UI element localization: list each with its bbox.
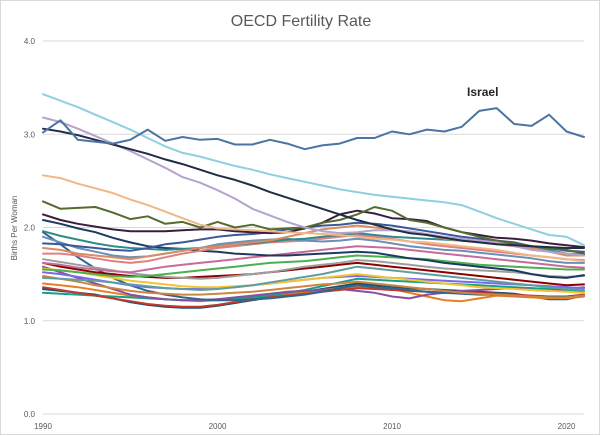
y-tick-label: 1.0	[24, 317, 36, 326]
series-line-series-x	[42, 277, 585, 302]
series-line-series-m	[42, 245, 585, 274]
series-line-series-b	[42, 127, 585, 249]
series-line-series-n	[42, 254, 585, 278]
y-tick-label: 2.0	[24, 224, 36, 233]
series-line-series-k	[42, 234, 585, 264]
annotations: Israel	[467, 85, 498, 99]
series-line-series-a	[42, 93, 585, 247]
series-line-series-d	[42, 174, 585, 263]
series-line-series-j	[42, 235, 585, 264]
series-line-series-w	[42, 265, 585, 302]
series-lines	[42, 93, 585, 309]
series-line-series-e	[42, 200, 585, 255]
series-line-series-q	[42, 265, 585, 291]
x-axis-ticks: 1990 2000 2010 2020	[34, 422, 576, 431]
series-line-series-l	[42, 219, 585, 279]
y-tick-label: 0.0	[24, 410, 36, 419]
series-line-series-c	[42, 116, 585, 257]
x-tick-label: 2020	[558, 422, 576, 431]
y-tick-label: 3.0	[24, 130, 36, 139]
x-tick-label: 2010	[383, 422, 401, 431]
y-tick-label: 4.0	[24, 37, 36, 46]
x-tick-label: 2000	[209, 422, 227, 431]
chart-title: OECD Fertility Rate	[231, 13, 372, 30]
annotation-label: Israel	[467, 85, 498, 99]
series-line-series-o	[42, 258, 585, 280]
series-line-israel	[42, 107, 585, 151]
y-axis-ticks: 0.0 1.0 2.0 3.0 4.0	[24, 37, 36, 419]
series-line-series-r	[42, 267, 585, 294]
x-tick-label: 1990	[34, 422, 52, 431]
y-axis-label: Births Per Woman	[10, 196, 19, 261]
series-line-series-t	[42, 275, 585, 299]
